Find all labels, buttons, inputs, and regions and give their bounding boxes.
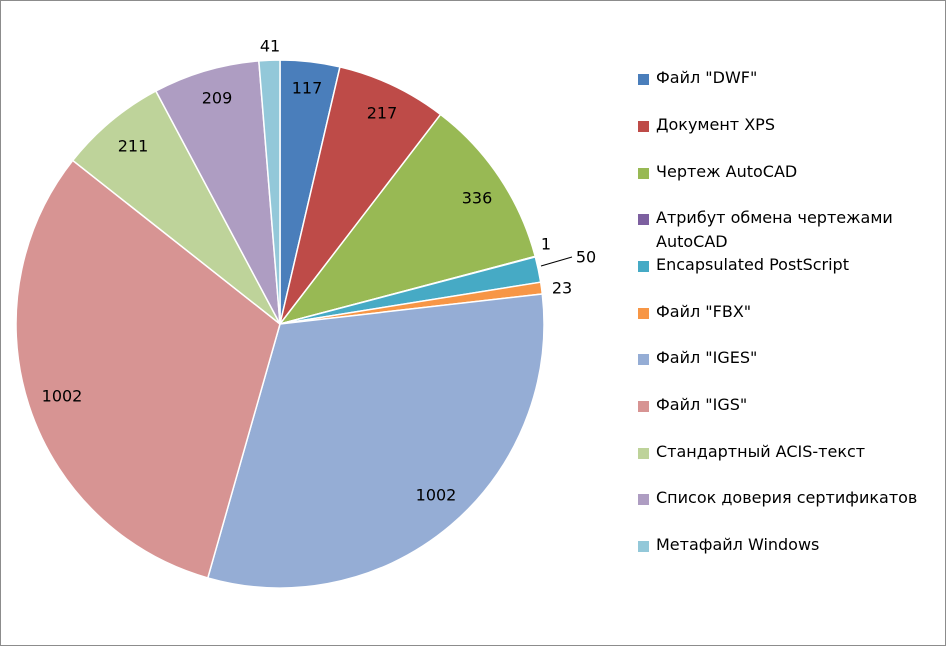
legend-label: Файл "DWF": [656, 68, 758, 87]
pie-slice: [278, 113, 537, 326]
pie-slice: [71, 89, 281, 325]
legend-item: Атрибут обмена чертежами AutoCAD: [638, 208, 938, 254]
legend-item: Файл "DWF": [638, 68, 938, 90]
legend-item: Список доверия сертификатов: [638, 488, 938, 510]
legend-item: Стандартный ACIS-текст: [638, 442, 938, 464]
legend-label: Атрибут обмена чертежами AutoCAD: [656, 208, 893, 251]
legend-label: Файл "IGES": [656, 348, 758, 367]
data-label: 336: [462, 189, 493, 208]
data-label: 1002: [42, 387, 83, 406]
legend-swatch: [638, 168, 649, 179]
pie-slice: [258, 59, 281, 325]
data-label: 209: [202, 89, 233, 108]
legend-label: Encapsulated PostScript: [656, 255, 849, 274]
pie-slice: [206, 293, 545, 589]
data-label: 117: [292, 79, 323, 98]
legend-item: Документ XPS: [638, 115, 938, 137]
legend-label: Список доверия сертификатов: [656, 488, 918, 507]
legend-item: Файл "IGES": [638, 348, 938, 370]
legend-label: Стандартный ACIS-текст: [656, 442, 866, 461]
leader-line: [540, 256, 573, 267]
legend-swatch: [638, 74, 649, 85]
legend-swatch: [638, 354, 649, 365]
legend-swatch: [638, 541, 649, 552]
data-label: 1002: [416, 486, 457, 505]
legend-item: Файл "IGS": [638, 395, 938, 417]
legend-label: Чертеж AutoCAD: [656, 162, 798, 181]
data-label: 211: [118, 137, 149, 156]
legend-swatch: [638, 308, 649, 319]
legend-label: Метафайл Windows: [656, 535, 820, 554]
legend-swatch: [638, 401, 649, 412]
legend-swatch: [638, 214, 649, 225]
pie-slice: [15, 159, 281, 579]
legend-swatch: [638, 261, 649, 272]
pie-slice: [279, 65, 442, 325]
legend-swatch: [638, 494, 649, 505]
legend-item: Чертеж AutoCAD: [638, 162, 938, 184]
legend-item: Метафайл Windows: [638, 535, 938, 557]
data-label: 23: [552, 279, 572, 298]
data-label: 1: [541, 235, 551, 254]
legend-swatch: [638, 448, 649, 459]
legend-label: Файл "FBX": [656, 302, 752, 321]
legend-label: Файл "IGS": [656, 395, 748, 414]
data-label: 217: [367, 104, 398, 123]
data-label: 50: [576, 248, 596, 267]
legend-swatch: [638, 121, 649, 132]
legend-label: Документ XPS: [656, 115, 775, 134]
data-label: 41: [260, 37, 280, 56]
legend-item: Encapsulated PostScript: [638, 255, 938, 277]
legend-item: Файл "FBX": [638, 302, 938, 324]
